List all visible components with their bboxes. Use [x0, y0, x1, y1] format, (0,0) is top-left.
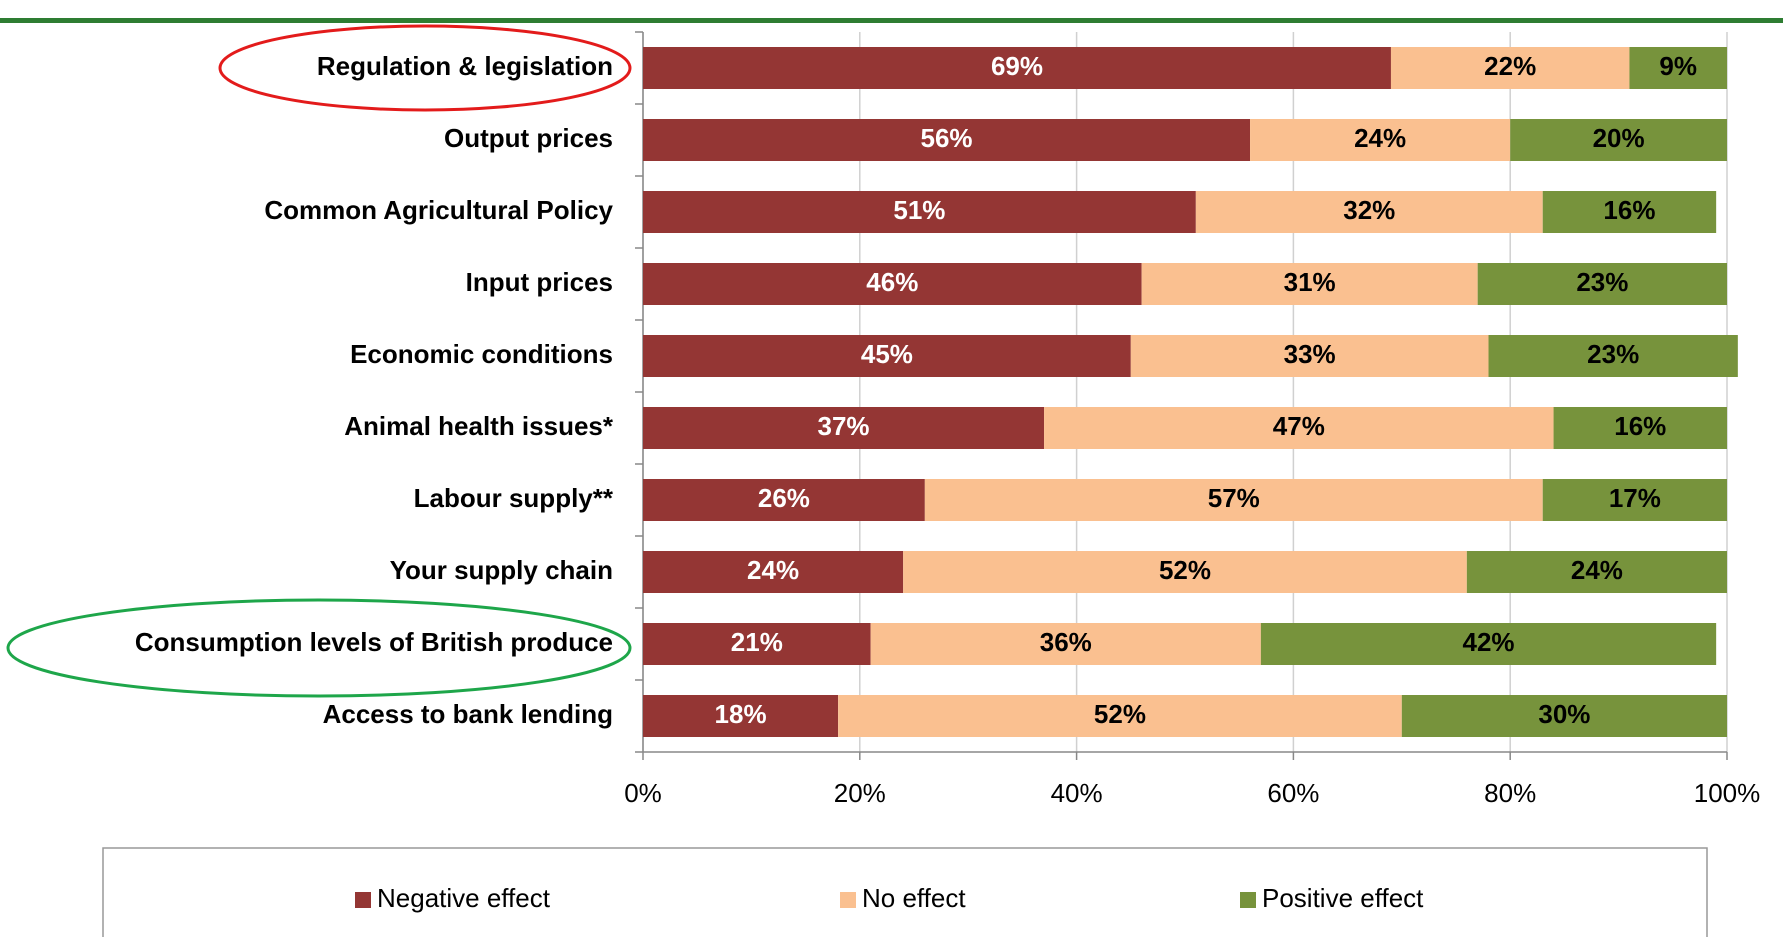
data-label: 9% [1659, 51, 1697, 81]
bar-segment [1488, 335, 1738, 377]
data-label: 26% [758, 483, 810, 513]
legend-label: No effect [862, 883, 966, 913]
bar-segment [1195, 191, 1543, 233]
x-tick-label: 80% [1484, 778, 1536, 808]
bar-segment [643, 47, 1391, 89]
bar-segment [870, 623, 1261, 665]
category-label: Your supply chain [390, 555, 613, 585]
data-label: 30% [1538, 699, 1590, 729]
bar-segment [1401, 695, 1727, 737]
bar-segment [1542, 479, 1727, 521]
bar-segment [1542, 191, 1717, 233]
category-label: Output prices [444, 123, 613, 153]
bar-segment [1629, 47, 1727, 89]
x-tick-label: 40% [1051, 778, 1103, 808]
data-label: 52% [1094, 699, 1146, 729]
data-label: 51% [893, 195, 945, 225]
data-label: 57% [1208, 483, 1260, 513]
category-label: Economic conditions [350, 339, 613, 369]
bar-segment [643, 263, 1142, 305]
category-label: Input prices [466, 267, 613, 297]
data-label: 37% [818, 411, 870, 441]
data-label: 18% [715, 699, 767, 729]
bar-segment [1044, 407, 1554, 449]
x-tick-label: 60% [1267, 778, 1319, 808]
bar-segment [1141, 263, 1478, 305]
bar-segment [1553, 407, 1727, 449]
data-label: 20% [1593, 123, 1645, 153]
data-label: 17% [1609, 483, 1661, 513]
bar-segment [1466, 551, 1727, 593]
bar-segment [643, 407, 1045, 449]
bar-segment [1510, 119, 1727, 161]
bar-segment [643, 335, 1131, 377]
bar-segment [1390, 47, 1630, 89]
legend-label: Negative effect [377, 883, 551, 913]
data-label: 69% [991, 51, 1043, 81]
data-label: 45% [861, 339, 913, 369]
bar-segment [643, 695, 839, 737]
legend-label: Positive effect [1262, 883, 1424, 913]
data-label: 52% [1159, 555, 1211, 585]
data-label: 22% [1484, 51, 1536, 81]
legend-swatch [355, 892, 371, 908]
plot: 0% 20% 40% 60% 80% 100% Regulation & legislati… [135, 31, 1761, 808]
data-label: 47% [1273, 411, 1325, 441]
bar-segment [643, 623, 871, 665]
x-tick-label: 20% [834, 778, 886, 808]
data-label: 31% [1284, 267, 1336, 297]
data-label: 23% [1576, 267, 1628, 297]
highlight-ellipse [6, 598, 632, 698]
category-label: Labour supply** [414, 483, 614, 513]
data-label: 46% [866, 267, 918, 297]
bar-segment [924, 479, 1543, 521]
category-label: Animal health issues* [344, 411, 614, 441]
data-label: 42% [1462, 627, 1514, 657]
bar-segment [838, 695, 1402, 737]
data-label: 32% [1343, 195, 1395, 225]
bar-segment [643, 119, 1251, 161]
category-label: Consumption levels of British produce [135, 627, 613, 657]
category-label: Common Agricultural Policy [264, 195, 613, 225]
category-label: Regulation & legislation [317, 51, 613, 81]
bar-segment [1477, 263, 1727, 305]
data-label: 36% [1040, 627, 1092, 657]
top-rule [0, 18, 1783, 23]
legend-swatch [1240, 892, 1256, 908]
data-label: 24% [1571, 555, 1623, 585]
data-label: 23% [1587, 339, 1639, 369]
bar-segment [903, 551, 1467, 593]
bar-segment [1130, 335, 1489, 377]
data-label: 21% [731, 627, 783, 657]
bar-segment [643, 551, 904, 593]
bar-segment [643, 191, 1196, 233]
data-label: 16% [1603, 195, 1655, 225]
data-label: 24% [747, 555, 799, 585]
bar-segment [643, 479, 925, 521]
category-label: Access to bank lending [323, 699, 613, 729]
data-label: 16% [1614, 411, 1666, 441]
bar-segment [1250, 119, 1511, 161]
x-tick-label: 100% [1694, 778, 1761, 808]
highlight-ellipse [218, 24, 632, 112]
data-label: 33% [1284, 339, 1336, 369]
bar-segment [1260, 623, 1717, 665]
legend-swatch [840, 892, 856, 908]
data-label: 24% [1354, 123, 1406, 153]
data-label: 56% [920, 123, 972, 153]
x-tick-label: 0% [624, 778, 662, 808]
